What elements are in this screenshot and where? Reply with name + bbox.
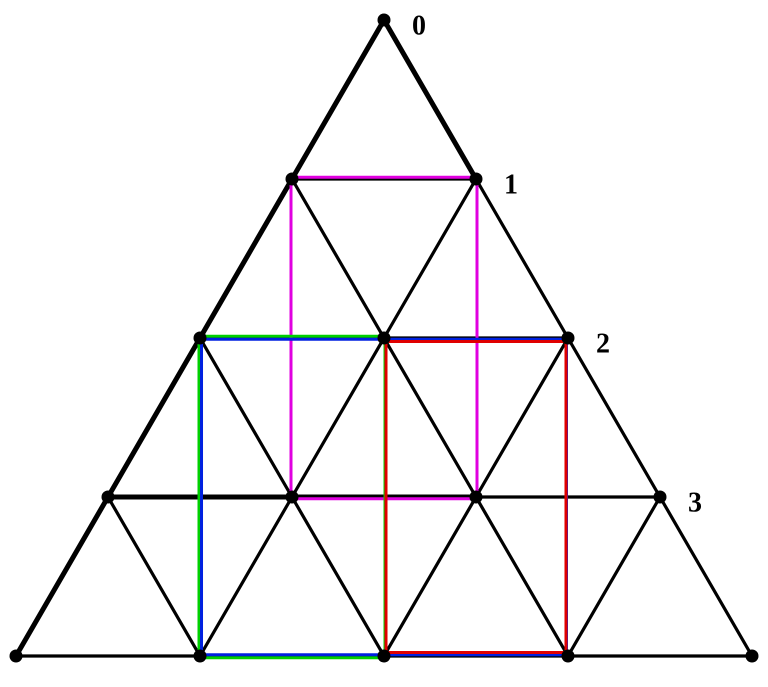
lattice-edge [660, 497, 752, 656]
lattice-edge [384, 338, 476, 497]
node-r4-i4 [746, 650, 759, 663]
node-r4-i0 [10, 650, 23, 663]
node-r1-i1 [470, 173, 483, 186]
node-r2-i2 [562, 332, 575, 345]
row-label-0: 0 [412, 10, 426, 41]
lattice-edge [16, 497, 108, 656]
lattice-edge [292, 179, 384, 338]
lattice-edge [384, 20, 476, 179]
lattice-edge [292, 338, 384, 497]
row-label-1: 1 [504, 169, 518, 200]
node-r3-i0 [102, 491, 115, 504]
lattice-edge [568, 338, 660, 497]
node-r0-i0 [378, 14, 391, 27]
row-label-3: 3 [688, 487, 702, 518]
lattice-edge [292, 497, 384, 656]
node-r4-i2 [378, 650, 391, 663]
lattice-edge [200, 497, 292, 656]
lattice-edge [476, 179, 568, 338]
node-r2-i1 [378, 332, 391, 345]
lattice-edge [568, 497, 660, 656]
lattice-edge [384, 497, 476, 656]
lattice-edge [108, 497, 200, 656]
node-r3-i3 [654, 491, 667, 504]
lattice-edge [384, 179, 476, 338]
node-r4-i1 [194, 650, 207, 663]
lattice-edge [292, 20, 384, 179]
node-r1-i0 [286, 173, 299, 186]
lattice-edge [108, 338, 200, 497]
row-labels: 01234 [412, 10, 768, 677]
lattice-edge [476, 338, 568, 497]
node-r3-i2 [470, 491, 483, 504]
node-r4-i3 [562, 650, 575, 663]
node-r2-i0 [194, 332, 207, 345]
row-label-2: 2 [596, 328, 610, 359]
node-r3-i1 [286, 491, 299, 504]
lattice-edge [200, 338, 292, 497]
lattice-edge [200, 179, 292, 338]
lattice-edge [476, 497, 568, 656]
triangle-lattice-diagram: 01234 [0, 0, 768, 687]
